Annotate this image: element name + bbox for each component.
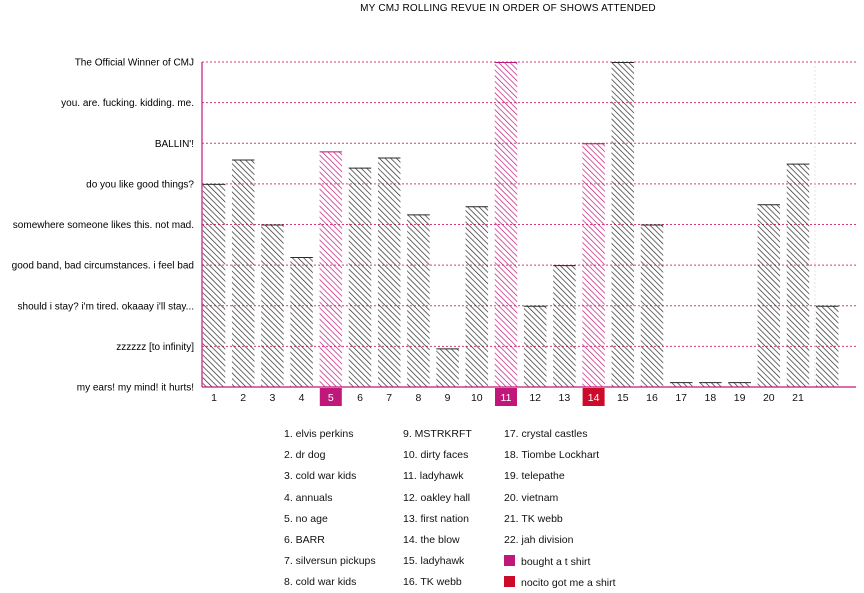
- y-tick-label: do you like good things?: [86, 179, 194, 190]
- legend-entry: 1. elvis perkins: [284, 428, 354, 440]
- x-tick-label: 11: [501, 392, 512, 404]
- legend-entry: 9. MSTRKRFT: [403, 428, 472, 440]
- bar-9: [436, 348, 459, 387]
- x-tick-label: 12: [529, 392, 541, 404]
- legend-entry: 22. jah division: [504, 534, 574, 546]
- x-tick-label: 2: [240, 392, 246, 404]
- legend-swatch: [504, 555, 515, 567]
- legend-entry: 12. oakley hall: [403, 491, 471, 504]
- legend-entry: 16. TK webb: [403, 576, 462, 589]
- bar-8: [407, 214, 430, 387]
- bar-7: [377, 157, 401, 387]
- legend-entry: 11. ladyhawk: [403, 470, 464, 483]
- legend-entry: 19. telepathe: [504, 470, 565, 483]
- legend-entry: 14. the blow: [403, 534, 460, 546]
- legend-swatch-entry: bought a t shirt: [504, 555, 590, 568]
- legend-entry: 15. ladyhawk: [403, 555, 465, 568]
- y-tick-label: should i stay? i'm tired. okaaay i'll st…: [18, 301, 194, 312]
- x-tick-label: 6: [357, 392, 363, 404]
- x-tick-highlight: [495, 388, 517, 406]
- bar-14: [582, 143, 605, 387]
- x-tick-label: 17: [675, 392, 687, 404]
- x-tick-label: 1: [211, 392, 217, 404]
- y-tick-labels: my ears! my mind! it hurts! zzzzzz [to in…: [12, 58, 195, 394]
- x-tick-labels: 1 2 3 4 5 6 7 8 9 10 11 12 13 14 15 16 17 18 19 20 21: [211, 388, 804, 406]
- legend-entry: 2. dr dog: [284, 449, 326, 462]
- bar-5: [319, 151, 343, 387]
- x-tick-label: 3: [269, 392, 275, 404]
- chart-title: MY CMJ ROLLING REVUE IN ORDER OF SHOWS A…: [360, 3, 656, 14]
- bar-22: [815, 305, 839, 387]
- bar-6: [348, 167, 372, 387]
- legend-entry: 5. no age: [284, 512, 328, 525]
- legend-swatch-label: bought a t shirt: [521, 556, 591, 569]
- y-tick-label: The Official Winner of CMJ: [75, 58, 194, 69]
- bar-10: [465, 206, 489, 387]
- x-tick-label: 4: [299, 392, 305, 404]
- x-tick-label: 7: [386, 392, 392, 404]
- legend-entry: 20. vietnam: [504, 491, 559, 504]
- axes: [201, 62, 856, 388]
- y-tick-label: you. are. fucking. kidding. me.: [61, 98, 194, 109]
- x-tick-label: 21: [792, 392, 804, 404]
- x-tick-label: 8: [415, 392, 421, 404]
- bar-12: [523, 305, 547, 387]
- x-tick-label: 18: [705, 392, 717, 404]
- bar-13: [553, 265, 576, 387]
- x-tick-highlight: [582, 388, 605, 406]
- y-tick-label: somewhere someone likes this. not mad.: [13, 220, 194, 231]
- x-tick-label: 10: [471, 392, 483, 404]
- bar-1: [202, 183, 226, 387]
- bar-3: [261, 224, 284, 387]
- bar-11: [494, 62, 518, 387]
- legend-entry: 17. crystal castles: [504, 428, 588, 440]
- x-tick-highlight: [319, 388, 342, 406]
- x-tick-label: 16: [646, 392, 658, 404]
- legend-entry: 13. first nation: [403, 512, 469, 525]
- bar-17: [669, 382, 693, 387]
- bar-15: [611, 62, 635, 387]
- legend-entry: 4. annuals: [284, 491, 333, 504]
- x-tick-label: 9: [445, 392, 451, 404]
- legend-swatch-label: nocito got me a shirt: [521, 577, 616, 590]
- y-tick-label: zzzzzz [to infinity]: [116, 342, 194, 353]
- bar-4: [290, 257, 313, 387]
- legend-entry: 7. silversun pickups: [284, 555, 376, 568]
- y-tick-label: my ears! my mind! it hurts!: [77, 383, 194, 394]
- legend-entry: 3. cold war kids: [284, 470, 357, 483]
- bar-20: [757, 204, 781, 387]
- legend-swatch: [504, 576, 515, 588]
- legend-entry: 21. TK webb: [504, 512, 563, 525]
- bar-21: [786, 163, 810, 387]
- bars: [202, 62, 839, 387]
- legend-entry: 6. BARR: [284, 534, 325, 546]
- bar-19: [728, 382, 751, 387]
- y-tick-label: BALLIN'!: [155, 139, 194, 150]
- bar-18: [699, 382, 722, 387]
- x-tick-label: 14: [588, 392, 600, 404]
- legend-swatch-entry: nocito got me a shirt: [504, 576, 616, 589]
- x-tick-label: 13: [559, 392, 571, 404]
- x-tick-label: 19: [734, 392, 746, 404]
- legend-entry: 18. Tiombe Lockhart: [504, 449, 600, 462]
- y-tick-label: good band, bad circumstances. i feel bad: [12, 261, 194, 272]
- x-tick-label: 15: [617, 392, 629, 404]
- x-tick-label: 20: [763, 392, 775, 404]
- x-tick-label: 5: [328, 392, 334, 404]
- bar-2: [231, 159, 255, 387]
- legend-entry: 10. dirty faces: [403, 449, 469, 462]
- bar-16: [640, 224, 664, 387]
- legend-entry: 8. cold war kids: [284, 576, 357, 589]
